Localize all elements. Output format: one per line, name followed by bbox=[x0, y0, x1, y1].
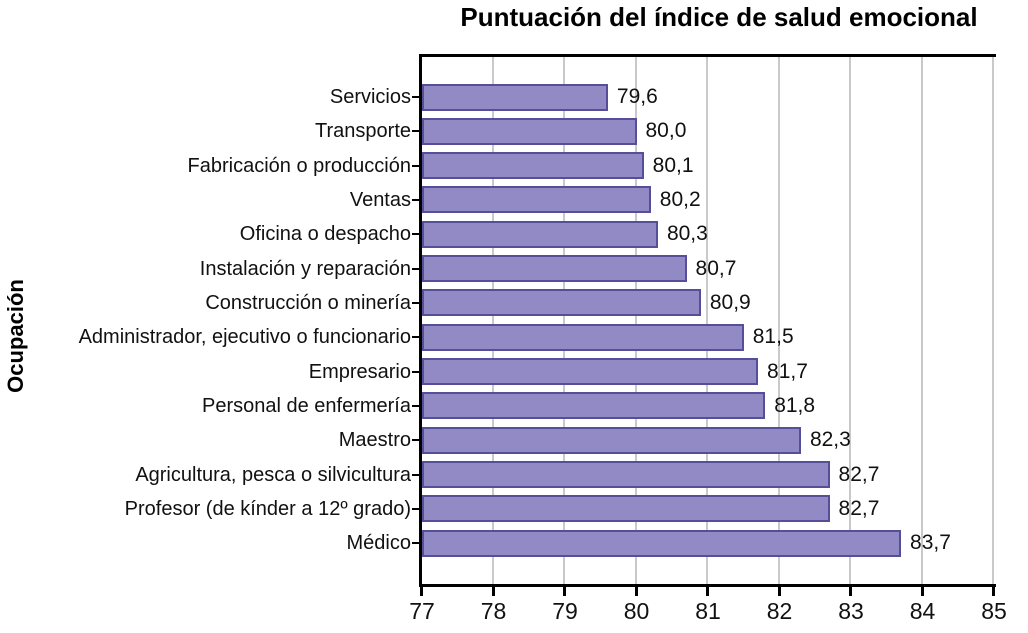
bar-value-label: 81,8 bbox=[774, 393, 816, 417]
bar-value-label: 80,3 bbox=[666, 222, 708, 246]
gridline bbox=[563, 57, 565, 584]
bar bbox=[422, 117, 637, 145]
plot-area: 79,6 80,0 80,1 80,2 80,3 80,7 80,9 81,5 81,7 81,8… bbox=[422, 57, 994, 584]
category-label: Oficina o despacho bbox=[239, 223, 411, 246]
x-axis-tick bbox=[777, 587, 781, 596]
y-axis-tick bbox=[412, 507, 420, 510]
bar bbox=[422, 392, 766, 420]
x-axis-tick bbox=[706, 587, 709, 596]
category-label: Empresario bbox=[308, 360, 411, 383]
x-axis-tick bbox=[563, 587, 566, 596]
bar-value-label: 82,7 bbox=[838, 496, 880, 520]
bar bbox=[422, 186, 651, 214]
x-axis-tick bbox=[420, 587, 423, 596]
bar-value-label: 80,0 bbox=[645, 119, 687, 143]
x-axis-tick-label: 85 bbox=[981, 598, 1007, 624]
bar bbox=[422, 461, 830, 489]
y-axis-tick bbox=[412, 336, 420, 339]
x-axis-tick-label: 79 bbox=[552, 598, 578, 624]
x-axis-tick-label: 81 bbox=[695, 598, 721, 624]
gridline bbox=[491, 57, 494, 584]
x-axis-tick bbox=[920, 587, 924, 596]
y-axis-title: Ocupación bbox=[3, 279, 28, 393]
bar-value-label: 81,7 bbox=[767, 359, 808, 383]
x-axis-tick-label: 82 bbox=[766, 598, 793, 624]
category-label: Fabricación o producción bbox=[187, 154, 411, 177]
y-axis-tick bbox=[412, 267, 420, 270]
y-axis-tick bbox=[412, 404, 420, 407]
x-axis-tick-label: 83 bbox=[838, 598, 864, 624]
gridline bbox=[634, 57, 637, 584]
x-axis-tick bbox=[849, 587, 852, 596]
bar bbox=[422, 495, 830, 523]
gridline bbox=[849, 57, 851, 584]
y-axis-tick bbox=[412, 301, 420, 304]
category-label: Personal de enfermería bbox=[201, 394, 411, 417]
y-axis-tick bbox=[412, 198, 420, 201]
bar bbox=[422, 358, 759, 386]
category-label: Agricultura, pesca o silvicultura bbox=[135, 463, 411, 486]
gridline bbox=[777, 57, 780, 584]
gridline bbox=[706, 57, 708, 584]
bar-value-label: 82,7 bbox=[838, 462, 880, 486]
bar bbox=[422, 323, 744, 351]
x-axis-tick bbox=[634, 587, 638, 596]
y-axis-tick bbox=[412, 542, 420, 545]
bar bbox=[422, 529, 902, 557]
x-axis-tick-label: 77 bbox=[409, 598, 435, 624]
plot-top-border bbox=[419, 54, 996, 57]
category-label: Ventas bbox=[349, 188, 411, 211]
y-axis-tick bbox=[412, 370, 420, 373]
bar bbox=[422, 152, 644, 180]
y-axis-tick bbox=[412, 96, 420, 98]
y-axis-line bbox=[419, 54, 422, 587]
x-axis-line bbox=[419, 584, 996, 587]
bar bbox=[422, 426, 801, 454]
gridline bbox=[992, 57, 994, 584]
x-axis-tick bbox=[992, 587, 995, 596]
bar-value-label: 80,9 bbox=[709, 290, 751, 314]
category-label: Servicios bbox=[329, 86, 411, 108]
category-label: Maestro bbox=[338, 429, 411, 452]
x-axis-tick bbox=[491, 587, 495, 596]
category-label: Construcción o minería bbox=[205, 291, 411, 314]
x-axis-tick-label: 78 bbox=[480, 598, 507, 624]
category-label: Transporte bbox=[315, 120, 411, 143]
bar bbox=[422, 289, 701, 317]
x-axis-tick-label: 80 bbox=[623, 598, 650, 624]
bar-value-label: 80,1 bbox=[652, 153, 694, 177]
bar-value-label: 82,3 bbox=[809, 428, 851, 452]
bar-value-label: 81,5 bbox=[752, 325, 794, 349]
category-label: Administrador, ejecutivo o funcionario bbox=[78, 326, 411, 349]
bar bbox=[422, 220, 658, 248]
bar-value-label: 80,7 bbox=[695, 256, 737, 280]
bar-value-label: 83,7 bbox=[910, 531, 951, 555]
bar bbox=[422, 255, 687, 283]
category-label: Instalación y reparación bbox=[199, 257, 411, 280]
y-axis-tick bbox=[412, 473, 420, 476]
bar-value-label: 79,6 bbox=[616, 85, 658, 108]
y-axis-tick bbox=[412, 130, 420, 133]
y-axis-tick bbox=[412, 164, 420, 167]
gridline bbox=[920, 57, 923, 584]
category-label: Profesor (de kínder a 12º grado) bbox=[124, 497, 411, 520]
y-axis-tick bbox=[412, 233, 420, 236]
x-axis-tick-label: 84 bbox=[909, 598, 936, 624]
y-axis-tick bbox=[412, 439, 420, 442]
category-label: Médico bbox=[346, 532, 411, 555]
chart-title: Puntuación del índice de salud emocional bbox=[460, 2, 978, 32]
bar-value-label: 80,2 bbox=[659, 187, 701, 211]
bar bbox=[422, 83, 608, 111]
